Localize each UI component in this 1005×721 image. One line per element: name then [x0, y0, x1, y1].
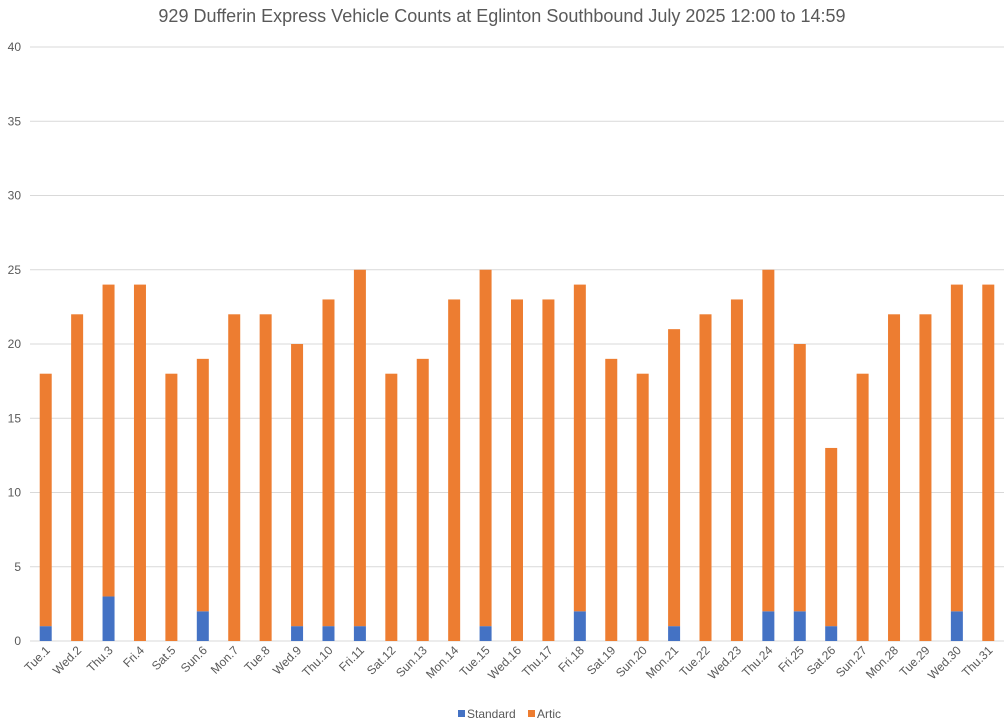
bar-artic-8 [259, 314, 272, 641]
legend-label-artic: Artic [537, 707, 561, 721]
bar-artic-15 [479, 269, 492, 627]
x-tick-label: Wed.2 [50, 643, 85, 678]
bar-artic-19 [605, 358, 618, 641]
bar-artic-31 [982, 284, 995, 641]
bar-standard-18 [573, 611, 586, 641]
y-tick-label: 0 [14, 634, 21, 648]
x-tick-label: Thu.24 [739, 643, 776, 680]
bar-artic-30 [950, 284, 963, 612]
x-tick-label: Sat.12 [364, 643, 399, 678]
x-tick-label: Wed.23 [705, 643, 744, 682]
bar-standard-3 [102, 596, 115, 641]
bar-artic-21 [668, 329, 681, 627]
bar-standard-6 [196, 611, 209, 641]
y-tick-label: 40 [8, 40, 22, 54]
bar-artic-28 [888, 314, 901, 641]
bar-artic-3 [102, 284, 115, 597]
x-tick-label: Sat.5 [149, 643, 179, 673]
bar-artic-20 [636, 373, 649, 641]
bar-standard-9 [291, 626, 304, 641]
x-tick-label: Fri.11 [336, 643, 367, 674]
x-tick-label: Mon.28 [863, 643, 901, 681]
x-tick-label: Thu.3 [84, 643, 116, 675]
y-tick-label: 35 [8, 114, 22, 128]
x-tick-label: Mon.14 [423, 643, 461, 681]
x-tick-label: Wed.30 [925, 643, 964, 682]
y-tick-label: 20 [8, 337, 22, 351]
x-tick-label: Wed.16 [485, 643, 524, 682]
bar-standard-1 [39, 626, 52, 641]
x-tick-label: Mon.7 [208, 643, 242, 677]
y-tick-label: 5 [14, 560, 21, 574]
x-tick-label: Fri.25 [775, 643, 807, 675]
y-tick-label: 15 [8, 411, 22, 425]
x-tick-label: Fri.18 [555, 643, 587, 675]
x-tick-label: Mon.21 [643, 643, 681, 681]
bar-artic-14 [448, 299, 461, 641]
x-tick-label: Sun.13 [393, 643, 430, 680]
bar-standard-26 [825, 626, 838, 641]
bar-artic-16 [511, 299, 523, 641]
y-tick-label: 25 [8, 263, 22, 277]
y-tick-label: 10 [8, 486, 22, 500]
legend-swatch-standard [458, 710, 465, 717]
y-tick-label: 30 [8, 189, 22, 203]
bar-artic-12 [385, 373, 398, 641]
bar-standard-10 [322, 626, 335, 641]
legend-label-standard: Standard [467, 707, 516, 721]
bar-artic-11 [353, 269, 366, 627]
bar-artic-29 [919, 314, 932, 641]
bar-artic-5 [165, 373, 178, 641]
legend: Standard Artic [458, 707, 561, 721]
bars [39, 269, 995, 641]
x-tick-label: Tue.8 [241, 643, 273, 675]
bar-artic-13 [416, 358, 429, 641]
x-tick-label: Sun.6 [178, 643, 210, 675]
bar-artic-27 [856, 373, 869, 641]
x-tick-label: Sat.19 [584, 643, 619, 678]
bar-artic-26 [825, 447, 838, 627]
x-tick-label: Sun.27 [833, 643, 870, 680]
x-tick-label: Fri.4 [120, 643, 147, 670]
bar-standard-21 [668, 626, 681, 641]
chart-title: 929 Dufferin Express Vehicle Counts at E… [158, 6, 845, 26]
bar-artic-6 [196, 358, 209, 612]
x-tick-label: Thu.10 [299, 643, 336, 680]
x-tick-label: Sun.20 [613, 643, 650, 680]
x-tick-label: Wed.9 [270, 643, 305, 678]
legend-swatch-artic [528, 710, 535, 717]
bar-artic-1 [39, 373, 52, 627]
bar-artic-2 [71, 314, 84, 641]
bar-artic-23 [730, 299, 743, 641]
x-tick-label: Thu.17 [519, 643, 556, 680]
bar-standard-11 [353, 626, 366, 641]
bar-standard-15 [479, 626, 492, 641]
bar-artic-4 [133, 284, 146, 641]
y-axis-ticks: 0 5 10 15 20 25 30 35 40 [8, 40, 22, 648]
x-tick-label: Tue.1 [22, 643, 54, 675]
x-tick-label: Thu.31 [959, 643, 996, 680]
bar-artic-7 [228, 314, 241, 641]
bar-artic-10 [322, 299, 335, 627]
bar-artic-24 [762, 269, 775, 612]
bar-standard-25 [793, 611, 806, 641]
bar-artic-22 [699, 314, 712, 641]
bar-standard-30 [950, 611, 963, 641]
bar-standard-24 [762, 611, 775, 641]
x-tick-label: Sat.26 [804, 643, 839, 678]
bar-artic-18 [573, 284, 586, 612]
bar-artic-17 [542, 299, 555, 641]
bar-artic-9 [291, 344, 304, 627]
bar-artic-25 [793, 344, 806, 612]
